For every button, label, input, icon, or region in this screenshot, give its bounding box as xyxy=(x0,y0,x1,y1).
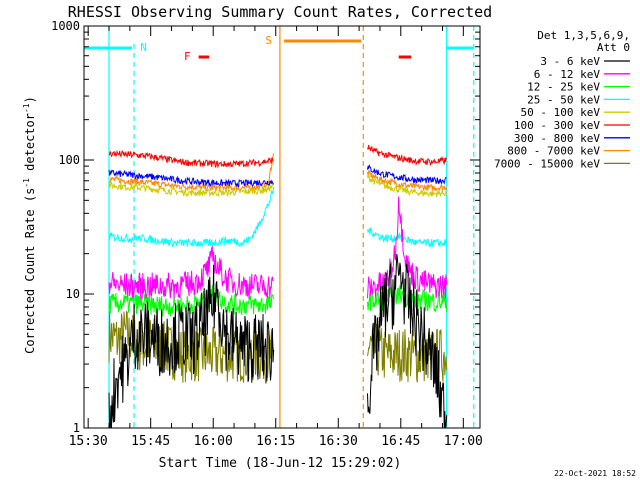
chart-title: RHESSI Observing Summary Count Rates, Co… xyxy=(68,3,492,21)
series-line-8 xyxy=(367,322,448,383)
series-line-5 xyxy=(108,149,274,169)
saa-flag-label: S xyxy=(265,34,272,47)
legend-label: 800 - 7000 keV xyxy=(507,145,600,158)
axes: 15:30 15:45 16:00 16:15 16:30 16:45 17:00 1 10 10… xyxy=(51,19,483,449)
x-tick-label: 16:00 xyxy=(194,434,233,449)
series-line-4 xyxy=(367,173,448,198)
legend-title: Det 1,3,5,6,9, xyxy=(537,29,630,42)
x-tick-label: 16:45 xyxy=(381,434,420,449)
night-flag-label: N xyxy=(140,41,147,54)
series-line-1 xyxy=(108,244,274,300)
x-axis-label: Start Time (18-Jun-12 15:29:02) xyxy=(159,456,402,471)
y-tick-label: 10 xyxy=(66,287,80,301)
legend-label: 25 - 50 keV xyxy=(527,93,600,106)
series-line-7 xyxy=(108,153,275,193)
legend-label: 12 - 25 keV xyxy=(527,81,600,94)
y-axis-label: Corrected Count Rate (s-1 detector-1) xyxy=(22,96,37,354)
x-tick-label: 15:45 xyxy=(131,434,170,449)
x-tick-label: 17:00 xyxy=(444,434,483,449)
legend-label: 100 - 300 keV xyxy=(514,119,600,132)
legend-label: 300 - 800 keV xyxy=(514,132,600,145)
y-tick-label: 1000 xyxy=(51,19,80,33)
series-line-2 xyxy=(108,284,275,318)
series-line-6 xyxy=(108,169,274,188)
x-tick-label: 15:30 xyxy=(69,434,108,449)
series-line-4 xyxy=(108,180,275,198)
series-line-3 xyxy=(108,186,275,248)
series-line-3 xyxy=(367,227,447,247)
legend-title: Att 0 xyxy=(597,41,630,54)
x-tick-label: 16:30 xyxy=(319,434,358,449)
legend-label: 3 - 6 keV xyxy=(540,55,600,68)
series-line-6 xyxy=(367,163,447,185)
series-line-7 xyxy=(367,170,448,193)
series-line-0 xyxy=(108,264,275,429)
footer-date: 22-Oct-2021 18:52 xyxy=(554,469,636,478)
legend-label: 7000 - 15000 keV xyxy=(494,157,600,170)
series-line-5 xyxy=(367,144,448,166)
y-tick-label: 1 xyxy=(73,421,80,435)
y-tick-label: 100 xyxy=(58,153,80,167)
series-layer xyxy=(108,144,448,429)
series-line-0 xyxy=(367,254,448,429)
flare-flag-label: F xyxy=(184,50,191,63)
flag-layer: N S F xyxy=(84,26,475,428)
plot-frame xyxy=(83,25,481,429)
legend-label: 50 - 100 keV xyxy=(521,106,601,119)
legend-label: 6 - 12 keV xyxy=(534,68,601,81)
x-tick-label: 16:15 xyxy=(256,434,295,449)
